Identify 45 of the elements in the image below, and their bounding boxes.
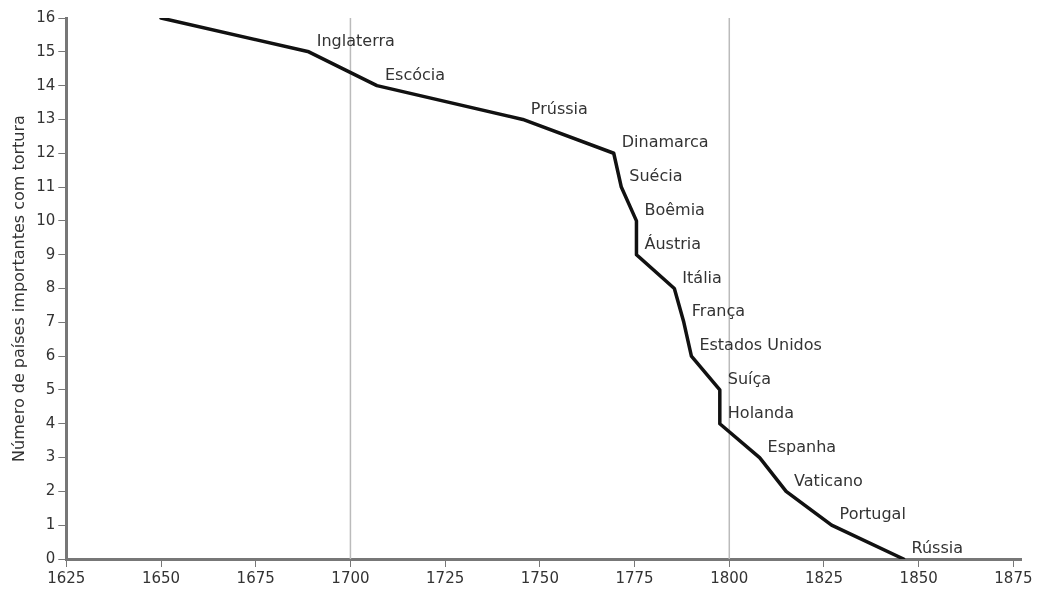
y-tick-label: 4 [45, 413, 56, 432]
annotation: Áustria [644, 233, 701, 253]
annotation: Suécia [629, 166, 683, 186]
x-tick-label: 1825 [804, 568, 844, 587]
y-tick-label: 2 [45, 481, 56, 500]
x-tick-label: 1650 [141, 568, 181, 587]
annotation: Prússia [530, 98, 588, 118]
annotation: França [691, 301, 745, 321]
annotation: Itália [682, 267, 722, 287]
y-tick-label: 1 [45, 515, 56, 534]
y-tick-label: 10 [36, 210, 56, 229]
annotation: Espanha [767, 436, 837, 456]
y-tick-label: 9 [45, 244, 56, 263]
x-tick-label: 1800 [710, 568, 749, 587]
y-tick-label: 15 [36, 41, 56, 60]
annotation: Escócia [384, 64, 446, 84]
y-tick-label: 5 [45, 379, 56, 398]
y-tick-label: 7 [45, 312, 56, 331]
x-tick-label: 1775 [615, 568, 654, 587]
x-tick-label: 1700 [331, 568, 370, 587]
annotation: Inglaterra [316, 30, 395, 50]
annotation: Dinamarca [621, 132, 709, 152]
y-tick-label: 14 [36, 75, 56, 94]
annotation: Suíça [727, 369, 772, 389]
x-tick-label: 1875 [994, 568, 1033, 587]
y-axis-title: Número de países importantes com tortura [8, 115, 28, 462]
annotation: Vaticano [794, 470, 863, 490]
y-tick-label: 16 [36, 7, 56, 26]
annotation: Rússia [911, 538, 964, 558]
y-tick-label: 12 [36, 143, 56, 162]
annotation: Estados Unidos [699, 335, 822, 355]
x-tick-label: 1850 [899, 568, 938, 587]
y-tick-label: 11 [36, 176, 56, 195]
y-tick-label: 6 [45, 346, 56, 365]
annotation: Portugal [839, 504, 906, 524]
annotation: Holanda [727, 402, 794, 422]
y-tick-label: 8 [45, 278, 56, 297]
y-tick-label: 3 [45, 447, 56, 466]
x-tick-label: 1725 [426, 568, 465, 587]
x-tick-label: 1625 [47, 568, 86, 587]
x-tick-label: 1675 [236, 568, 275, 587]
y-tick-label: 13 [36, 109, 56, 128]
x-tick-label: 1750 [520, 568, 559, 587]
annotation: Boêmia [644, 200, 705, 220]
y-tick-label: 0 [45, 548, 56, 567]
